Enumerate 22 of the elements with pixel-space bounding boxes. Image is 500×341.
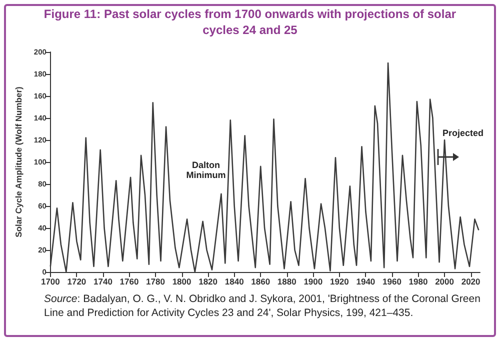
annotation: Projected: [441, 128, 484, 138]
x-tick-label: 1900: [304, 276, 323, 286]
x-tick-label: 1960: [382, 276, 402, 286]
x-tick-label: 1920: [330, 276, 350, 286]
x-tick-label: 1700: [40, 276, 60, 286]
x-tick-label: 1980: [408, 276, 428, 286]
x-tick-label: 2000: [435, 276, 454, 286]
x-tick-label: 1940: [356, 276, 376, 286]
x-tick-label: 1880: [277, 276, 297, 286]
x-tick-label: 1840: [224, 276, 244, 286]
y-axis-title: Solar Cycle Amplitude (Wolf Number): [14, 86, 24, 238]
chart-title: Figure 11: Past solar cycles from 1700 onwards with projections of solar cycles 24 and 25: [42, 6, 458, 38]
x-tick-label: 1860: [251, 276, 270, 286]
x-tick-label: 1800: [172, 276, 192, 286]
x-tick-label: 1740: [94, 276, 113, 286]
x-tick-label: 1760: [120, 276, 139, 286]
source-note: Source: Badalyan, O. G., V. N. Obridko and J. Sykora, 2001, 'Brightness of the Coronal Green Line and Prediction for Activity Cycles 23 and 24', Solar Physics, 199, 421–435.: [44, 292, 482, 320]
x-tick-label: 1720: [67, 276, 86, 286]
x-tick-label: 1820: [198, 276, 218, 286]
annotation: Dalton Minimum: [185, 160, 227, 180]
x-tick-label: 1780: [146, 276, 166, 286]
x-tick-label: 2020: [461, 276, 481, 286]
